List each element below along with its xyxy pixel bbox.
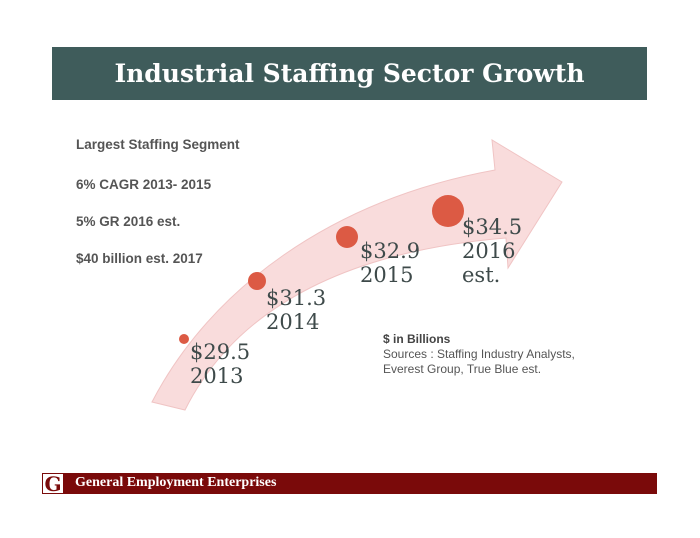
data-label-2016: $34.5 2016 est. bbox=[462, 215, 522, 287]
bullet-text: 6% CAGR 2013- 2015 bbox=[76, 177, 212, 192]
chart-note: $ in Billions Sources : Staffing Industr… bbox=[383, 332, 575, 377]
data-point-2016 bbox=[432, 195, 464, 227]
title-banner: Industrial Staffing Sector Growth bbox=[52, 47, 647, 100]
footer-bar: G General Employment Enterprises bbox=[42, 473, 657, 494]
sources-line: Sources : Staffing Industry Analysts, bbox=[383, 347, 575, 361]
value-label: $32.9 bbox=[360, 239, 421, 263]
company-name: General Employment Enterprises bbox=[75, 475, 277, 490]
value-label: $29.5 bbox=[190, 340, 251, 364]
year-label: 2014 bbox=[266, 310, 320, 334]
year-label: 2016 est. bbox=[462, 239, 516, 287]
year-label: 2015 bbox=[360, 263, 414, 287]
data-point-2014 bbox=[248, 272, 266, 290]
bullet-text: $40 billion est. 2017 bbox=[76, 251, 203, 266]
sources-line: Everest Group, True Blue est. bbox=[383, 362, 542, 376]
data-label-2015: $32.9 2015 bbox=[360, 239, 420, 287]
data-label-2014: $31.3 2014 bbox=[266, 286, 326, 334]
data-label-2013: $29.5 2013 bbox=[190, 340, 250, 388]
bullet-text: 5% GR 2016 est. bbox=[76, 214, 181, 229]
bullet-text: Largest Staffing Segment bbox=[76, 137, 240, 152]
unit-label: $ in Billions bbox=[383, 332, 451, 346]
value-label: $31.3 bbox=[266, 286, 327, 310]
data-point-2013 bbox=[179, 334, 189, 344]
year-label: 2013 bbox=[190, 364, 244, 388]
slide-title: Industrial Staffing Sector Growth bbox=[114, 59, 585, 88]
company-logo: G bbox=[42, 473, 64, 494]
data-point-2015 bbox=[336, 226, 358, 248]
value-label: $34.5 bbox=[462, 215, 523, 239]
